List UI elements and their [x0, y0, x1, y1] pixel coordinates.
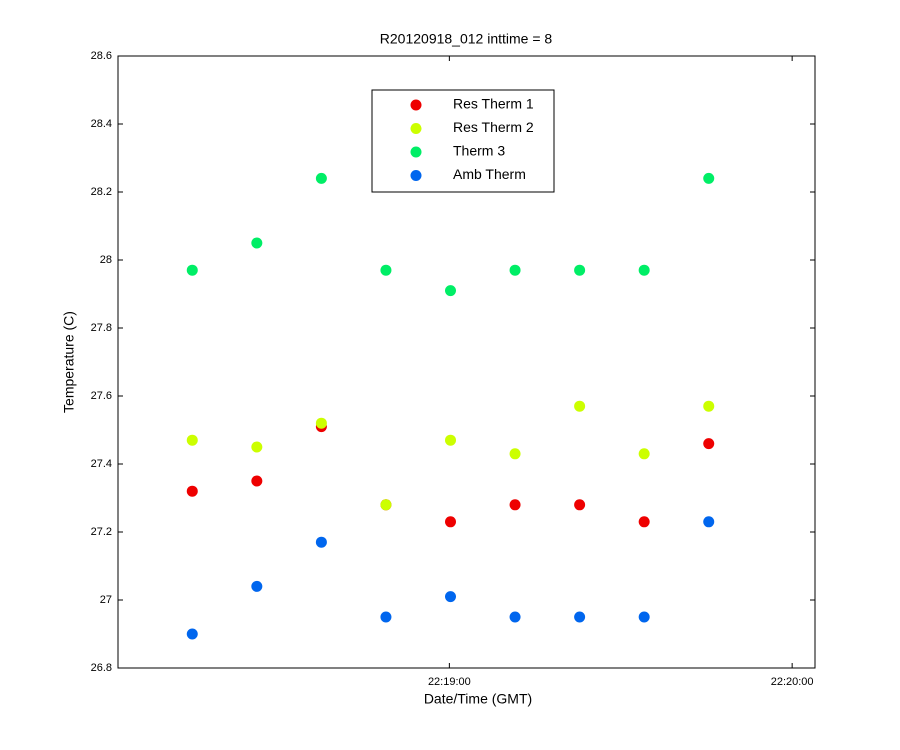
y-tick-label: 28.2	[91, 186, 112, 198]
y-tick-label: 27	[100, 594, 112, 606]
legend-label: Amb Therm	[453, 166, 526, 182]
y-tick-label: 28.4	[91, 118, 112, 130]
point	[380, 264, 392, 276]
point	[574, 499, 586, 511]
x-tick-label: 22:19:00	[428, 676, 471, 688]
point	[638, 516, 650, 528]
legend-marker	[410, 146, 422, 158]
point	[703, 172, 715, 184]
point	[445, 516, 457, 528]
point	[445, 285, 457, 297]
x-tick-label: 22:20:00	[771, 676, 814, 688]
y-tick-label: 26.8	[91, 662, 112, 674]
chart-title: R20120918_012 inttime = 8	[380, 31, 553, 47]
y-tick-label: 28.6	[91, 50, 112, 62]
legend-marker	[410, 170, 422, 181]
point	[251, 580, 263, 592]
y-tick-label: 27.6	[91, 390, 112, 402]
legend-label: Res Therm 2	[453, 119, 534, 135]
y-tick-label: 27.8	[91, 322, 112, 334]
point	[638, 448, 650, 460]
point	[251, 475, 263, 487]
point	[574, 400, 586, 412]
legend-label: Therm 3	[453, 143, 505, 159]
x-axis-label: Date/Time (GMT)	[424, 691, 532, 707]
point	[315, 172, 327, 184]
point	[315, 417, 327, 429]
point	[380, 611, 392, 623]
y-axis-label: Temperature (C)	[61, 311, 77, 413]
legend-marker	[410, 99, 422, 111]
point	[186, 485, 198, 497]
point	[703, 400, 715, 412]
point	[638, 264, 650, 276]
plot-frame	[117, 55, 816, 669]
point	[509, 499, 521, 511]
point	[186, 264, 198, 276]
point	[703, 516, 715, 528]
point	[574, 264, 586, 276]
y-tick-label: 28	[100, 254, 112, 266]
point	[186, 628, 198, 640]
point	[380, 499, 392, 511]
point	[251, 441, 263, 453]
y-tick-label: 27.2	[91, 526, 112, 538]
legend-marker	[410, 123, 422, 134]
point	[509, 611, 521, 623]
point	[509, 264, 521, 276]
point	[315, 536, 327, 548]
point	[251, 237, 263, 249]
point	[186, 434, 198, 446]
legend-label: Res Therm 1	[453, 96, 534, 112]
point	[703, 438, 715, 450]
point	[574, 611, 586, 623]
point	[445, 434, 457, 446]
legend-box	[371, 89, 555, 193]
point	[445, 591, 457, 603]
y-tick-label: 27.4	[91, 458, 112, 470]
point	[638, 611, 650, 623]
point	[509, 448, 521, 460]
